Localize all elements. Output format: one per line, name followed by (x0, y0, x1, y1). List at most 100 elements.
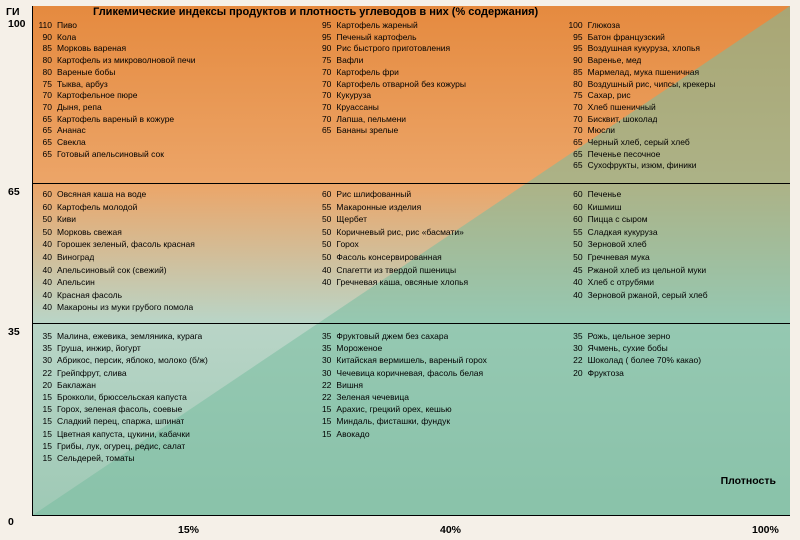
food-name: Абрикос, персик, яблоко, молоко (б/ж) (57, 354, 208, 366)
food-row: 60Рис шлифованный (316, 188, 551, 201)
food-name: Картофель фри (336, 67, 398, 79)
gi-value: 75 (37, 79, 57, 91)
food-row: 40Хлеб с отрубями (568, 276, 784, 289)
gi-value: 40 (568, 276, 588, 289)
food-row: 75Тыква, арбуз (37, 79, 300, 91)
section-a: 100Глюкоза95Батон французский95Воздушная… (568, 20, 784, 182)
section-c: 35Фруктовый джем без сахара35Мороженое30… (316, 326, 551, 440)
y-tick-35: 35 (8, 326, 20, 338)
food-row: 80Картофель из микроволновой печи (37, 55, 300, 67)
food-name: Спагетти из твердой пшеницы (336, 264, 456, 277)
gi-value: 15 (37, 391, 57, 403)
food-name: Зеленая чечевица (336, 391, 409, 403)
food-row: 95Батон французский (568, 32, 784, 44)
food-row: 40Красная фасоль (37, 289, 300, 302)
gi-value: 90 (316, 43, 336, 55)
gi-value: 20 (568, 367, 588, 379)
food-name: Мюсли (588, 125, 615, 137)
x-tick-100: 100% (752, 524, 779, 536)
food-row: 70Дыня, репа (37, 102, 300, 114)
data-columns: 110Пиво90Кола85Морковь вареная80Картофел… (33, 20, 790, 513)
gi-value: 15 (37, 415, 57, 427)
gi-value: 50 (316, 238, 336, 251)
gi-value: 70 (316, 90, 336, 102)
food-name: Рожь, цельное зерно (588, 330, 671, 342)
gi-value: 80 (568, 79, 588, 91)
food-name: Апельсиновый сок (свежий) (57, 264, 167, 277)
food-row: 50Фасоль консервированная (316, 251, 551, 264)
food-name: Зерновой ржаной, серый хлеб (588, 289, 708, 302)
food-name: Картофель отварной без кожуры (336, 79, 466, 91)
gi-value: 90 (568, 55, 588, 67)
food-row: 65Ананас (37, 125, 300, 137)
food-name: Горошек зеленый, фасоль красная (57, 238, 195, 251)
food-row: 15Цветная капуста, цукини, кабачки (37, 428, 300, 440)
food-name: Готовый апельсиновый сок (57, 149, 164, 161)
gi-value: 60 (568, 188, 588, 201)
gi-value: 30 (316, 354, 336, 366)
food-row: 20Баклажан (37, 379, 300, 391)
food-name: Хлеб с отрубями (588, 276, 654, 289)
food-name: Морковь вареная (57, 43, 126, 55)
food-name: Брокколи, брюссельская капуста (57, 391, 187, 403)
section-b: 60Рис шлифованный55Макаронные изделия50Щ… (316, 184, 551, 324)
food-row: 40Апельсиновый сок (свежий) (37, 264, 300, 277)
food-row: 40Гречневая каша, овсяные хлопья (316, 276, 551, 289)
gi-value: 60 (568, 213, 588, 226)
food-name: Чечевица коричневая, фасоль белая (336, 367, 483, 379)
gi-value: 70 (568, 102, 588, 114)
food-name: Сладкая кукуруза (588, 226, 658, 239)
food-row: 35Малина, ежевика, земляника, курага (37, 330, 300, 342)
food-row: 15Грибы, лук, огурец, редис, салат (37, 440, 300, 452)
food-name: Красная фасоль (57, 289, 122, 302)
gi-value: 45 (568, 264, 588, 277)
food-name: Кола (57, 32, 76, 44)
gi-value: 35 (316, 330, 336, 342)
food-name: Картофель вареный в кожуре (57, 114, 174, 126)
food-name: Грибы, лук, огурец, редис, салат (57, 440, 185, 452)
food-row: 95Картофель жареный (316, 20, 551, 32)
food-name: Груша, инжир, йогурт (57, 342, 141, 354)
food-row: 60Пицца с сыром (568, 213, 784, 226)
food-row: 70Картофель отварной без кожуры (316, 79, 551, 91)
food-row: 35Груша, инжир, йогурт (37, 342, 300, 354)
food-row: 70Лапша, пельмени (316, 114, 551, 126)
food-row: 15Брокколи, брюссельская капуста (37, 391, 300, 403)
column-1: 95Картофель жареный95Печеный картофель90… (306, 20, 557, 513)
food-name: Горох, зеленая фасоль, соевые (57, 403, 182, 415)
gi-value: 90 (37, 32, 57, 44)
food-name: Глюкоза (588, 20, 621, 32)
gi-value: 70 (568, 114, 588, 126)
food-row: 70Круассаны (316, 102, 551, 114)
gi-value: 35 (568, 330, 588, 342)
food-name: Арахис, грецкий орех, кешью (336, 403, 451, 415)
food-row: 50Морковь свежая (37, 226, 300, 239)
gi-value: 15 (37, 440, 57, 452)
food-row: 22Шоколад ( более 70% какао) (568, 354, 784, 366)
food-name: Картофель из микроволновой печи (57, 55, 196, 67)
gi-value: 50 (316, 226, 336, 239)
gi-value: 95 (568, 32, 588, 44)
food-name: Кукуруза (336, 90, 371, 102)
food-row: 90Варенье, мед (568, 55, 784, 67)
gi-value: 50 (568, 251, 588, 264)
food-name: Сельдерей, томаты (57, 452, 135, 464)
food-row: 40Зерновой ржаной, серый хлеб (568, 289, 784, 302)
gi-value: 40 (37, 276, 57, 289)
food-name: Воздушная кукуруза, хлопья (588, 43, 700, 55)
food-row: 40Макароны из муки грубого помола (37, 301, 300, 314)
food-row: 35Мороженое (316, 342, 551, 354)
food-row: 50Щербет (316, 213, 551, 226)
food-name: Шоколад ( более 70% какао) (588, 354, 701, 366)
food-row: 70Кукуруза (316, 90, 551, 102)
food-row: 45Ржаной хлеб из цельной муки (568, 264, 784, 277)
food-name: Горох (336, 238, 358, 251)
food-name: Фруктоза (588, 367, 624, 379)
food-row: 65Картофель вареный в кожуре (37, 114, 300, 126)
food-row: 40Спагетти из твердой пшеницы (316, 264, 551, 277)
food-row: 15Горох, зеленая фасоль, соевые (37, 403, 300, 415)
food-name: Вафли (336, 55, 363, 67)
gi-value: 65 (37, 137, 57, 149)
food-name: Тыква, арбуз (57, 79, 108, 91)
food-name: Вареные бобы (57, 67, 115, 79)
